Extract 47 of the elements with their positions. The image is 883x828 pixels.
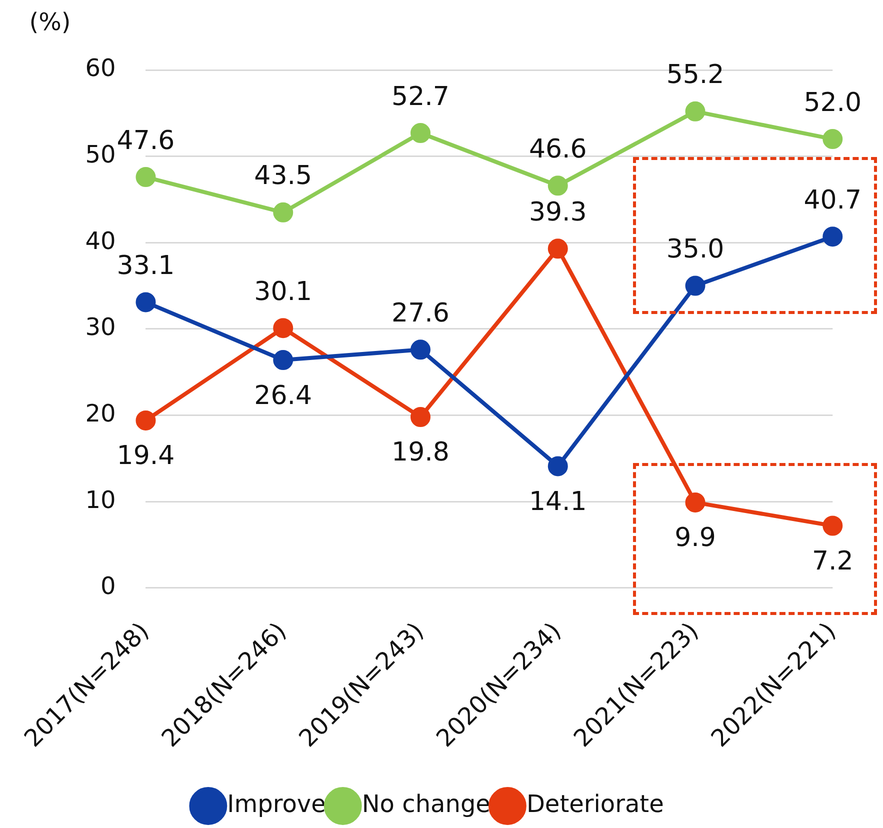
point <box>136 292 156 312</box>
y-tick-label: 0 <box>100 572 116 600</box>
point <box>410 340 430 360</box>
point <box>136 167 156 188</box>
data-label: 35.0 <box>666 234 724 265</box>
point <box>685 101 706 122</box>
data-label: 9.9 <box>674 523 716 554</box>
data-label: 40.7 <box>804 185 862 216</box>
y-tick-label: 10 <box>85 486 116 514</box>
point <box>548 238 568 259</box>
point <box>685 276 706 296</box>
y-axis-title: (%) <box>29 8 71 36</box>
point <box>548 176 568 196</box>
point <box>273 318 294 338</box>
data-label: 47.6 <box>116 126 175 156</box>
point <box>548 456 568 476</box>
point <box>273 350 294 370</box>
data-label: 27.6 <box>392 298 450 328</box>
point <box>822 226 843 247</box>
y-tick-label: 40 <box>85 226 116 255</box>
point <box>410 406 430 427</box>
point <box>410 123 430 144</box>
data-label: 19.4 <box>116 441 175 472</box>
data-label: 26.4 <box>254 380 312 411</box>
data-label: 14.1 <box>528 486 587 517</box>
data-label: 52.0 <box>804 88 862 118</box>
data-label: 30.1 <box>254 276 312 307</box>
y-tick-label: 60 <box>85 54 116 82</box>
data-label: 33.1 <box>116 250 175 281</box>
point <box>822 129 843 150</box>
y-tick-label: 50 <box>85 140 116 169</box>
data-label: 19.8 <box>392 438 450 468</box>
legend-label: Improve <box>227 790 326 818</box>
point <box>685 492 706 512</box>
point <box>822 516 843 536</box>
y-tick-label: 30 <box>85 313 116 342</box>
point <box>136 410 156 430</box>
data-label: 46.6 <box>528 134 587 164</box>
data-label: 43.5 <box>254 161 312 192</box>
legend-label: Deteriorate <box>526 790 664 818</box>
data-label: 55.2 <box>666 60 724 90</box>
data-label: 7.2 <box>812 546 854 576</box>
point <box>273 202 294 222</box>
data-label: 52.7 <box>392 82 450 112</box>
y-tick-label: 20 <box>85 400 116 428</box>
legend-label: No change <box>362 790 490 818</box>
data-label: 39.3 <box>528 197 587 228</box>
